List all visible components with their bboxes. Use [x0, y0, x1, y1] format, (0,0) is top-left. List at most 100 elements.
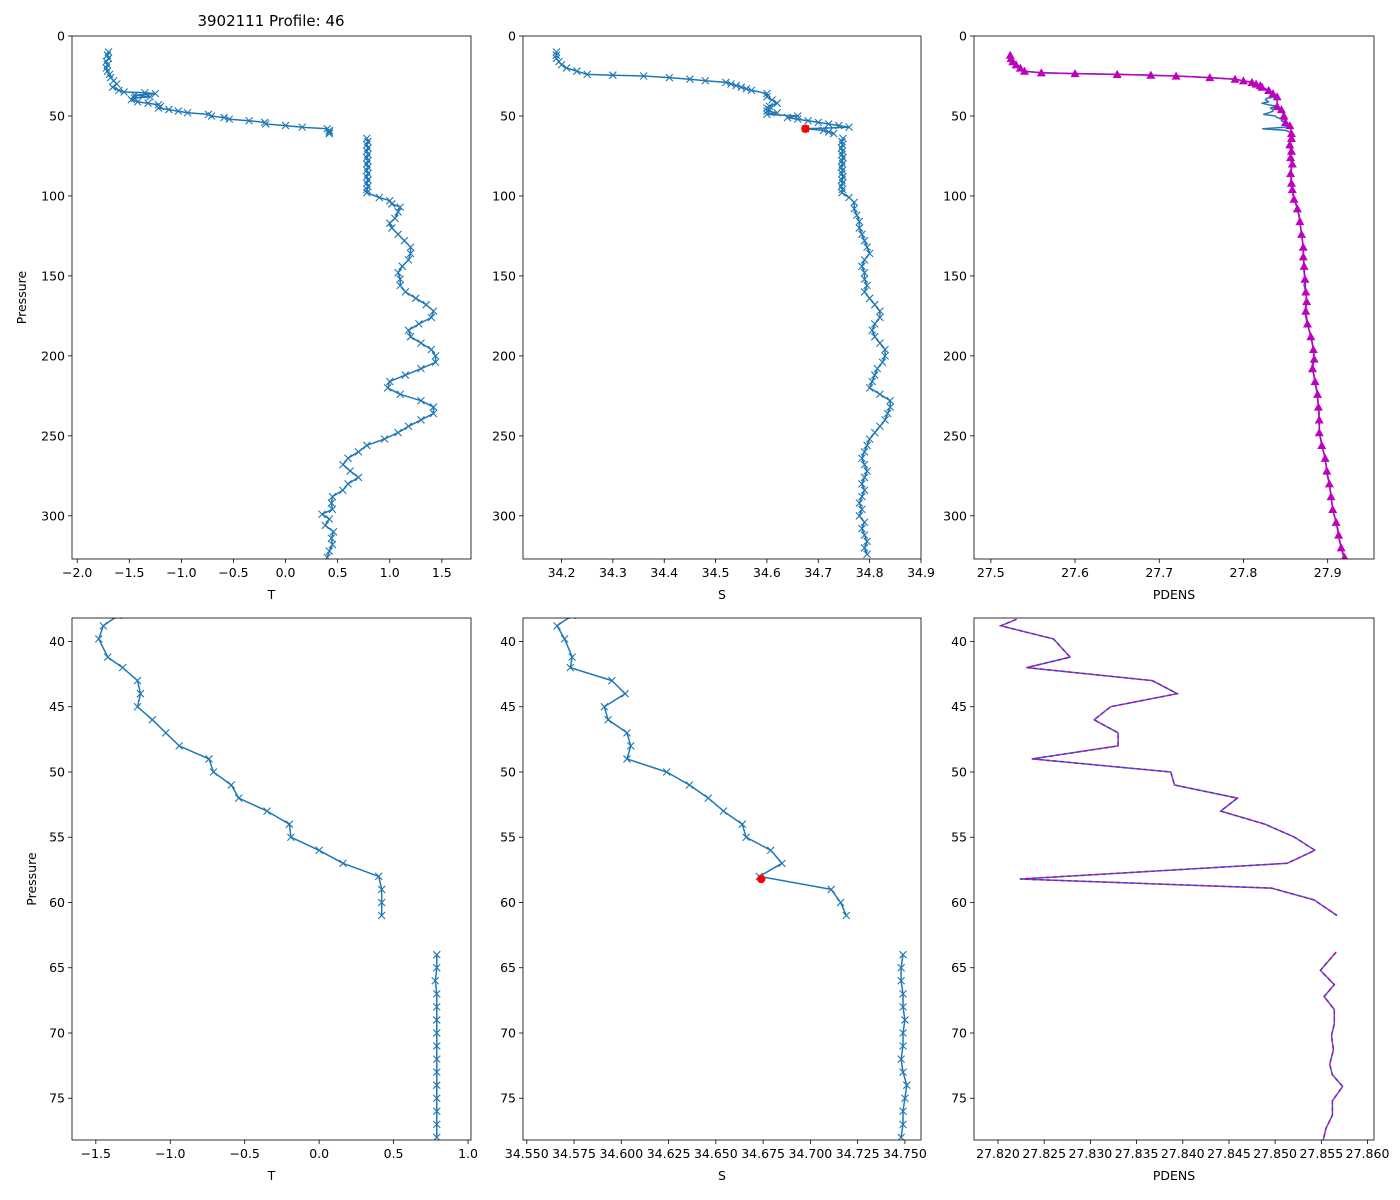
- top-salinity-ytick-label: 50: [500, 108, 516, 123]
- bottom-salinity-xtick-label: 34.650: [694, 1146, 738, 1161]
- bottom-temperature-ytick-label: 75: [49, 1091, 65, 1106]
- bottom-temperature-xtick-label: 0.5: [384, 1146, 404, 1161]
- top-density-series-2-marker: [1015, 63, 1025, 72]
- top-temperature-ytick-label: 0: [57, 29, 65, 44]
- bottom-salinity-series-2-marker: [899, 1042, 907, 1050]
- top-temperature-series-1-marker: [220, 113, 228, 122]
- bottom-temperature-series-2-marker: [432, 963, 441, 972]
- top-temperature-series-2-marker: [427, 313, 436, 322]
- top-density-frame: [973, 35, 1375, 560]
- top-salinity-series-2-marker: [860, 486, 869, 495]
- top-salinity-series-2-marker: [865, 435, 874, 443]
- top-salinity-series-2-marker: [858, 492, 866, 501]
- top-density-axes: 27.5 27.6 27.7 27.8 27.9 0 50 100 150 200 250 300 PD…: [943, 29, 1375, 602]
- top-temperature-series-1-marker: [127, 95, 136, 104]
- top-density-series-2-marker: [1326, 492, 1336, 501]
- bottom-salinity-series-1-marker: [626, 742, 635, 750]
- top-temperature-series-1-marker: [114, 86, 123, 95]
- top-temperature-series-2-marker: [325, 515, 334, 523]
- top-density-series-1-line: [1009, 54, 1346, 559]
- bottom-temperature-series-2-marker: [432, 1068, 441, 1077]
- top-salinity-plot-area: [552, 48, 895, 559]
- top-temperature-xtick-label: 1.0: [380, 565, 400, 580]
- top-density-series-2-marker: [1171, 71, 1181, 80]
- top-density-series-2-marker: [1331, 517, 1341, 526]
- top-salinity-ytick-label: 200: [492, 348, 516, 363]
- top-salinity-series-2-marker: [855, 224, 864, 232]
- bottom-salinity-xlabel: S: [718, 1168, 726, 1183]
- top-density-series-2-marker: [1300, 274, 1310, 283]
- top-temperature-series-2-marker: [328, 492, 337, 501]
- bottom-salinity-ytick-label: 70: [500, 1025, 516, 1040]
- top-salinity-xtick-label: 34.4: [650, 565, 678, 580]
- top-density-series-2-marker: [1310, 376, 1320, 386]
- top-salinity-series-1-marker: [793, 115, 802, 124]
- top-salinity-series-2-marker: [881, 351, 889, 360]
- top-density-series-2-marker: [1264, 85, 1274, 94]
- top-salinity-xtick-label: 34.5: [702, 565, 730, 580]
- top-temperature-xtick-label: −1.0: [166, 565, 196, 580]
- bottom-salinity-xtick-label: 34.725: [836, 1146, 880, 1161]
- bottom-temperature-series-1-marker: [205, 755, 213, 763]
- top-salinity-series-2-marker: [860, 460, 869, 469]
- top-temperature-series-2-marker: [417, 364, 425, 373]
- top-salinity-series-2-marker: [858, 262, 866, 271]
- bottom-salinity-xtick-label: 34.700: [789, 1146, 833, 1161]
- top-temperature-series-2-marker: [406, 249, 415, 258]
- bottom-salinity-series-2-marker: [899, 1107, 907, 1116]
- top-density-series-2-marker: [1287, 159, 1297, 168]
- top-salinity-series-2-marker: [858, 505, 866, 514]
- bottom-temperature-xtick-label: −1.0: [155, 1146, 185, 1161]
- bottom-density-xlabel: PDENS: [1153, 1168, 1195, 1183]
- top-salinity-series-1-line: [555, 52, 850, 135]
- top-salinity-xtick-label: 34.3: [599, 565, 627, 580]
- bottom-density-xtick-label: 27.830: [1069, 1146, 1113, 1161]
- top-salinity-series-2-marker: [860, 531, 869, 539]
- top-salinity-series-1-marker: [686, 75, 694, 84]
- top-salinity-series-1-marker: [557, 60, 566, 69]
- bottom-temperature-ytick-label: 65: [49, 960, 65, 975]
- bottom-salinity-series-1-marker: [560, 634, 569, 643]
- top-density-series-2-marker: [1279, 111, 1289, 120]
- top-density-series-2-marker: [1314, 428, 1324, 437]
- top-temperature-series-2-marker: [404, 422, 413, 431]
- top-temperature-series-1-marker: [325, 126, 334, 135]
- top-density-series-2-marker: [1309, 354, 1319, 363]
- top-density-xtick-label: 27.8: [1230, 565, 1258, 580]
- top-temperature-series-1-marker: [141, 88, 149, 97]
- top-temperature-frame: [71, 35, 472, 560]
- bottom-temperature-series-1-marker: [285, 820, 294, 829]
- top-temperature-series-2-marker: [375, 193, 384, 202]
- top-salinity-series-2-marker: [870, 332, 879, 341]
- bottom-temperature-series-2-marker: [432, 1094, 441, 1103]
- top-density-series-2-marker: [1289, 194, 1299, 203]
- top-temperature-series-2-marker: [415, 320, 423, 328]
- bottom-density-plot-area: [998, 618, 1344, 1140]
- top-salinity-series-2-marker: [876, 313, 884, 322]
- top-salinity-series-2-marker: [858, 524, 866, 533]
- figure-title: 3902111 Profile: 46: [197, 12, 344, 30]
- top-temperature-series-1-marker: [183, 108, 192, 117]
- bottom-temperature-series-2-marker: [432, 1107, 441, 1116]
- top-temperature-series-1-marker: [225, 115, 234, 124]
- bottom-density-ytick-label: 40: [951, 634, 967, 649]
- bottom-salinity-ytick-label: 40: [500, 634, 516, 649]
- bottom-temperature-series-1-marker: [209, 768, 218, 776]
- top-salinity-series-1-marker: [701, 76, 710, 85]
- bottom-temperature-series-2-marker: [431, 976, 440, 985]
- bottom-density-xtick-label: 27.825: [1022, 1146, 1066, 1161]
- top-temperature-series-2-marker: [354, 473, 363, 482]
- top-temperature-series-2-marker: [431, 358, 440, 367]
- bottom-temperature-series-1-marker: [133, 676, 142, 685]
- top-temperature-xtick-label: −0.5: [218, 565, 248, 580]
- bottom-density-xtick-label: 27.860: [1346, 1146, 1390, 1161]
- top-density-series-2-marker: [1324, 479, 1334, 488]
- bottom-temperature-series-2-marker: [432, 1120, 441, 1129]
- top-temperature-series-2-marker: [385, 219, 394, 228]
- top-temperature-series-2-marker: [431, 351, 440, 360]
- bottom-temperature-xtick-label: −1.5: [81, 1146, 111, 1161]
- bottom-density-xtick-label: 27.840: [1161, 1146, 1205, 1161]
- top-temperature-series-1-marker: [108, 83, 117, 92]
- top-salinity-series-1-marker: [562, 64, 571, 72]
